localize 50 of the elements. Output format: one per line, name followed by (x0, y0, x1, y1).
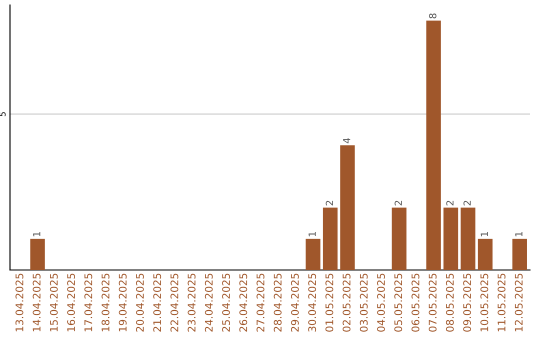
x-tick-label: 08.05.2025 (446, 274, 454, 332)
x-tick-label: 19.04.2025 (118, 274, 127, 332)
x-tick-label: 13.04.2025 (15, 274, 24, 332)
data-label: 2 (446, 200, 454, 206)
x-tick-label: 16.04.2025 (67, 274, 76, 332)
x-tick-label: 01.05.2025 (325, 274, 334, 332)
x-tick-label: 23.04.2025 (188, 274, 196, 332)
x-tick-label: 15.04.2025 (50, 274, 58, 332)
x-tick-label: 09.05.2025 (463, 274, 472, 332)
x-tick-label: 07.05.2025 (428, 274, 437, 332)
data-label: 8 (429, 14, 436, 18)
x-tick-label: 10.05.2025 (480, 274, 488, 332)
x-tick-label: 14.04.2025 (32, 274, 41, 332)
bar (30, 238, 45, 270)
bar (322, 208, 338, 270)
x-tick-label: 05.05.2025 (394, 274, 402, 332)
x-tick-label: 28.04.2025 (274, 274, 282, 332)
x-tick-label: 24.04.2025 (204, 274, 213, 332)
data-label: 4 (343, 138, 350, 144)
x-tick-label: 03.05.2025 (360, 274, 368, 332)
data-label: 1 (308, 232, 316, 236)
data-label: 1 (33, 232, 40, 236)
x-tick-label: 20.04.2025 (136, 274, 144, 332)
bar (340, 145, 355, 270)
x-tick-label: 18.04.2025 (102, 274, 110, 332)
bar (392, 208, 406, 270)
data-label: 2 (394, 200, 402, 206)
x-tick-label: 06.05.2025 (412, 274, 420, 332)
x-tick-label: 21.04.2025 (153, 274, 162, 332)
bar (443, 208, 458, 270)
x-tick-label: 26.04.2025 (239, 274, 248, 332)
bar (426, 20, 441, 270)
data-label: 2 (326, 200, 333, 206)
x-tick-label: 17.04.2025 (84, 274, 92, 332)
bar (478, 238, 493, 270)
data-label: 2 (463, 200, 471, 206)
data-label: 1 (480, 232, 488, 236)
bar (460, 208, 476, 270)
x-tick-label: 29.04.2025 (290, 274, 299, 332)
x-tick-label: 30.04.2025 (308, 274, 316, 332)
x-tick-label: 04.05.2025 (377, 274, 385, 332)
x-tick-label: 25.04.2025 (222, 274, 230, 332)
x-tick-label: 12.05.2025 (514, 274, 523, 332)
bar (306, 238, 320, 270)
x-tick-label: 02.05.2025 (342, 274, 351, 332)
bar (512, 238, 527, 270)
x-tick-label: 27.04.2025 (256, 274, 264, 332)
x-tick-label: 22.04.2025 (170, 274, 178, 332)
data-label: 1 (515, 232, 522, 236)
x-tick-label: 11.05.2025 (498, 274, 506, 332)
